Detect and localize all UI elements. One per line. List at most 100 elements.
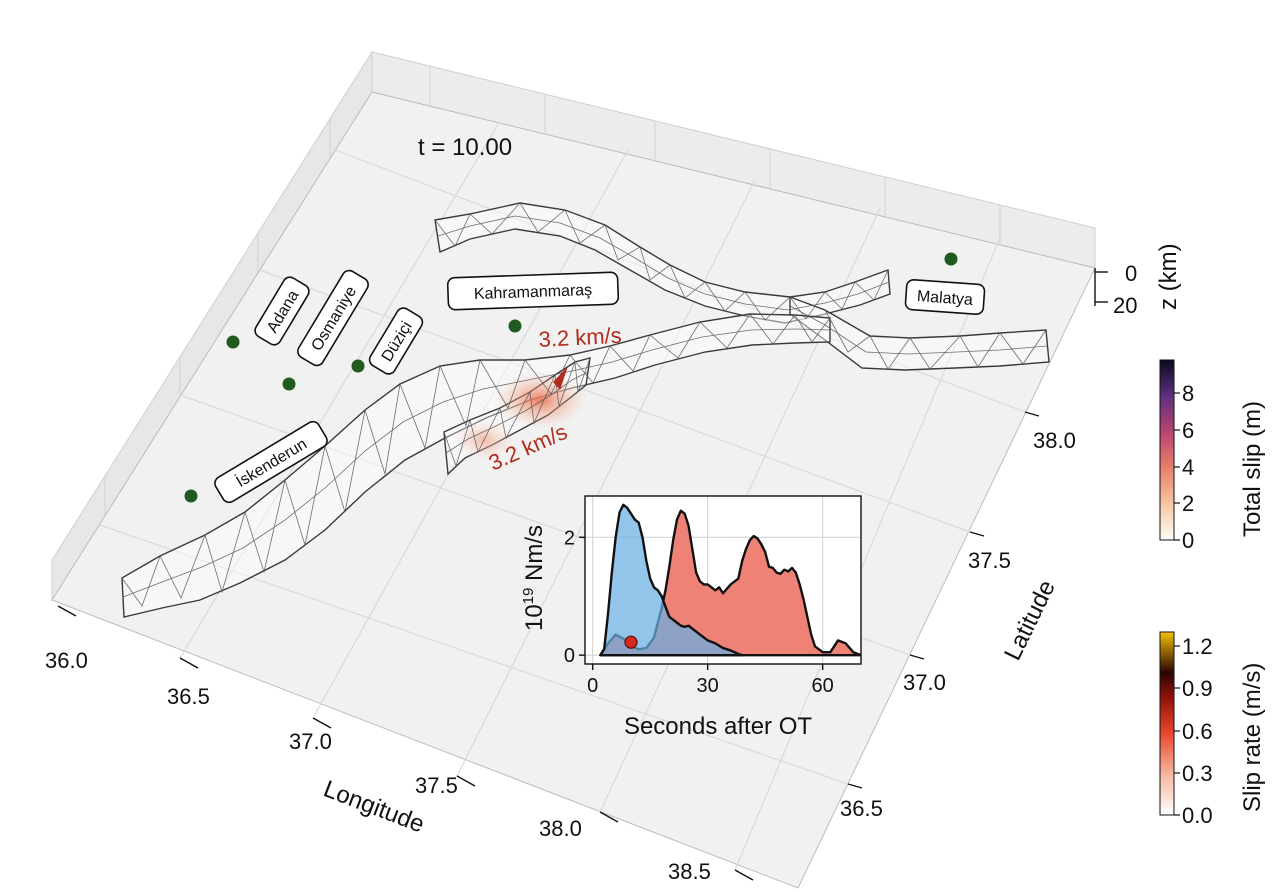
rate-tick-label: 0.3 [1182, 761, 1213, 786]
fault-meshes [121, 202, 1050, 618]
city-label-duzici: Düziçi [368, 307, 424, 375]
mesh-zig-splay [443, 357, 591, 468]
station-duzici [351, 359, 365, 373]
inset-marker-group [624, 635, 638, 649]
inset-y-tick-label: 2 [564, 527, 575, 549]
slip-rate-gradient-bar [1159, 631, 1175, 816]
lon-tick-mark [179, 657, 199, 669]
inset-x-tick-label: 0 [587, 675, 598, 697]
total-slip-tick-marks [1174, 392, 1180, 541]
latitude-axis-label: Latitude [999, 576, 1061, 665]
z-tick-label: 0 [1125, 261, 1137, 286]
city-label-text: Malatya [916, 288, 973, 309]
z-axis-label: z (km) [1155, 243, 1182, 310]
city-label-box [904, 278, 986, 316]
mesh-zig-north [434, 202, 889, 321]
total-slip-colorbar: 0 2 4 6 8 Total slip (m) [1159, 359, 1266, 553]
wall-grid [104, 66, 1001, 516]
mesh-zig-main [121, 313, 831, 607]
lon-tick-label: 37.5 [415, 773, 458, 798]
city-label-text: Kahramanmaraş [474, 282, 593, 303]
mesh-mid-splay [445, 371, 589, 454]
inset-y-label-unit: Nm/s [521, 525, 548, 588]
station-iskenderun [184, 489, 198, 503]
grid-lon-37-5 [456, 179, 756, 777]
inset-series [599, 503, 861, 657]
axes-box [51, 50, 1096, 889]
rate-tick-label: 0.9 [1182, 676, 1213, 701]
grid-lat-36-5 [99, 524, 849, 785]
grid-lat-37-5 [259, 269, 971, 533]
northern-fault-strand [434, 202, 891, 324]
rupture-front-arrow [553, 366, 568, 390]
city-label-box [297, 269, 369, 367]
inset-y-label-exp: 19 [520, 588, 537, 605]
slip-tick-label: 6 [1182, 418, 1194, 443]
slip-tick-label: 0 [1182, 528, 1194, 553]
lat-tick-label: 36.5 [840, 796, 883, 821]
inset-x-label: Seconds after OT [624, 713, 812, 740]
inset-y-label: 1019 Nm/s [520, 525, 548, 631]
slip-tick-label: 2 [1182, 491, 1194, 516]
inset-series-area-blue [599, 503, 744, 657]
total-slip-gradient-bar [1159, 359, 1175, 541]
lat-tick-label: 38.0 [1033, 428, 1076, 453]
lon-tick-mark [734, 869, 754, 881]
total-slip-label: Total slip (m) [1239, 401, 1266, 537]
slip-rate-tick-marks [1174, 645, 1180, 816]
mesh-lines [121, 202, 1048, 607]
grid-lat-38-0 [334, 149, 1026, 413]
city-label-box [254, 276, 310, 346]
rate-tick-label: 0.0 [1182, 803, 1213, 828]
lat-tick-label: 37.5 [968, 548, 1011, 573]
time-label: t = 10.00 [418, 134, 512, 161]
inset-y-label-base: 10 [521, 604, 548, 631]
mesh-zig-ext [824, 309, 1047, 370]
station-osmaniye [282, 377, 296, 391]
lat-tick-mark [1024, 411, 1040, 417]
mesh-mid-north [437, 215, 890, 311]
lon-tick-label: 38.5 [668, 859, 711, 884]
lat-tick-label: 37.0 [903, 670, 946, 695]
inset-frame [584, 495, 862, 665]
lon-tick-label: 38.0 [539, 816, 582, 841]
northern-fault-west-extension [789, 295, 1050, 371]
inset-x-tick-label: 30 [697, 675, 719, 697]
inset-ticks: 0 30 60 0 2 [564, 527, 834, 697]
city-label-kahramanmaras: Kahramanmaraş [446, 271, 620, 311]
city-label-box [214, 420, 328, 504]
lon-tick-label: 36.5 [167, 684, 210, 709]
moment-rate-inset: 0 30 60 0 2 Seconds after OT 1019 Nm/s [520, 495, 862, 740]
slip-rate-colorbar: 0.0 0.3 0.6 0.9 1.2 Slip rate (m/s) [1159, 631, 1266, 828]
grid-lon-36-5 [179, 120, 501, 659]
slip-tick-label: 4 [1182, 455, 1194, 480]
city-label-box [368, 307, 424, 375]
station-malatya [944, 252, 958, 266]
lon-tick-label: 37.0 [289, 729, 332, 754]
longitude-tick-marks [57, 605, 754, 881]
station-adana [226, 335, 240, 349]
inset-y-tick-label: 0 [564, 645, 575, 667]
lon-tick-mark [312, 717, 332, 729]
city-label-malatya: Malatya [904, 278, 986, 316]
time-marker [624, 635, 638, 649]
z-tick-label: 20 [1113, 293, 1137, 318]
lat-tick-mark [969, 531, 985, 537]
mesh-mid-main [122, 328, 831, 598]
rate-tick-label: 0.6 [1182, 719, 1213, 744]
slip-rate-label: Slip rate (m/s) [1239, 663, 1266, 812]
rupture-speed-northeast: 3.2 km/s [538, 323, 622, 352]
grid-lon-38-5 [734, 237, 1001, 871]
lon-tick-label: 36.0 [45, 648, 88, 673]
slip-tick-label: 8 [1182, 381, 1194, 406]
longitude-axis-label: Longitude [320, 775, 428, 838]
rate-tick-label: 1.2 [1182, 634, 1213, 659]
lat-tick-mark [909, 654, 925, 660]
lon-tick-mark [57, 605, 77, 617]
lon-tick-mark [599, 811, 619, 823]
latitude-tick-marks [847, 411, 1040, 789]
lon-tick-mark [456, 775, 476, 787]
z-axis: 0 20 z (km) [1094, 243, 1182, 318]
lat-tick-mark [847, 783, 863, 789]
